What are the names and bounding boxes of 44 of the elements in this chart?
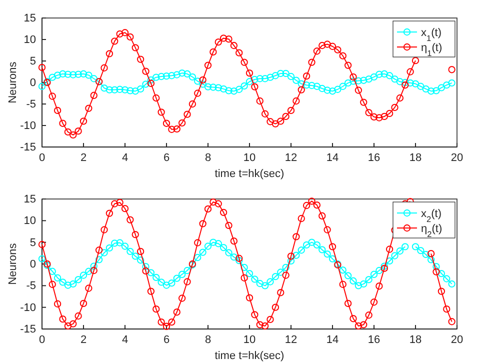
y-tick-label: 10 bbox=[24, 215, 36, 228]
x-tick-label: 16 bbox=[368, 334, 380, 346]
x-tick-label: 6 bbox=[163, 152, 170, 164]
y-tick-label: -10 bbox=[20, 302, 36, 314]
x-tick-label: 8 bbox=[204, 334, 212, 346]
y-tick-label: 0 bbox=[30, 77, 36, 90]
x-tick-label: 12 bbox=[284, 334, 298, 346]
x-tick-label: 2 bbox=[80, 334, 87, 346]
y-axis-title: Neurons bbox=[7, 61, 19, 104]
y-tick-label: -5 bbox=[26, 98, 36, 111]
y-tick-label: -15 bbox=[20, 324, 36, 336]
legend-label: x$_{1}$(t) bbox=[421, 27, 442, 42]
x-tick-label: 8 bbox=[204, 152, 212, 164]
x-tick-label: 12 bbox=[284, 152, 298, 164]
x-tick-label: 10 bbox=[243, 152, 256, 164]
x-tick-label: 14 bbox=[326, 152, 339, 164]
x-tick-label: 18 bbox=[409, 152, 422, 164]
y-axis-title: Neurons bbox=[7, 242, 19, 285]
x-tick-label: 0 bbox=[38, 334, 46, 346]
legend-label: η$_{1}$(t) bbox=[421, 42, 442, 58]
x-axis-title: time t=hk(sec) bbox=[214, 350, 284, 362]
y-tick-label: 0 bbox=[30, 258, 36, 271]
y-tick-label: 15 bbox=[24, 12, 36, 25]
x-tick-label: 4 bbox=[122, 152, 128, 164]
x-axis-title: time t=hk(sec) bbox=[214, 168, 284, 180]
x-tick-label: 20 bbox=[450, 152, 464, 164]
x-tick-label: 16 bbox=[368, 152, 380, 164]
x-tick-label: 18 bbox=[409, 334, 422, 346]
y-tick-label: 5 bbox=[30, 236, 36, 249]
y-tick-label: 10 bbox=[24, 34, 36, 46]
y-tick-label: -10 bbox=[20, 120, 36, 132]
y-tick-label: -15 bbox=[20, 142, 36, 154]
x-tick-label: 20 bbox=[450, 334, 464, 346]
x-tick-label: 4 bbox=[122, 334, 128, 346]
x-tick-label: 14 bbox=[326, 334, 339, 346]
y-tick-label: 5 bbox=[30, 56, 36, 68]
y-tick-label: 15 bbox=[24, 194, 36, 206]
legend-label: x$_{2}$(t) bbox=[421, 208, 442, 224]
x-tick-label: 0 bbox=[38, 152, 46, 164]
legend-label: η$_{2}$(t) bbox=[421, 223, 442, 238]
x-tick-label: 2 bbox=[80, 152, 87, 164]
x-tick-label: 10 bbox=[243, 334, 256, 346]
y-tick-label: -5 bbox=[26, 280, 36, 292]
x-tick-label: 6 bbox=[163, 334, 170, 346]
